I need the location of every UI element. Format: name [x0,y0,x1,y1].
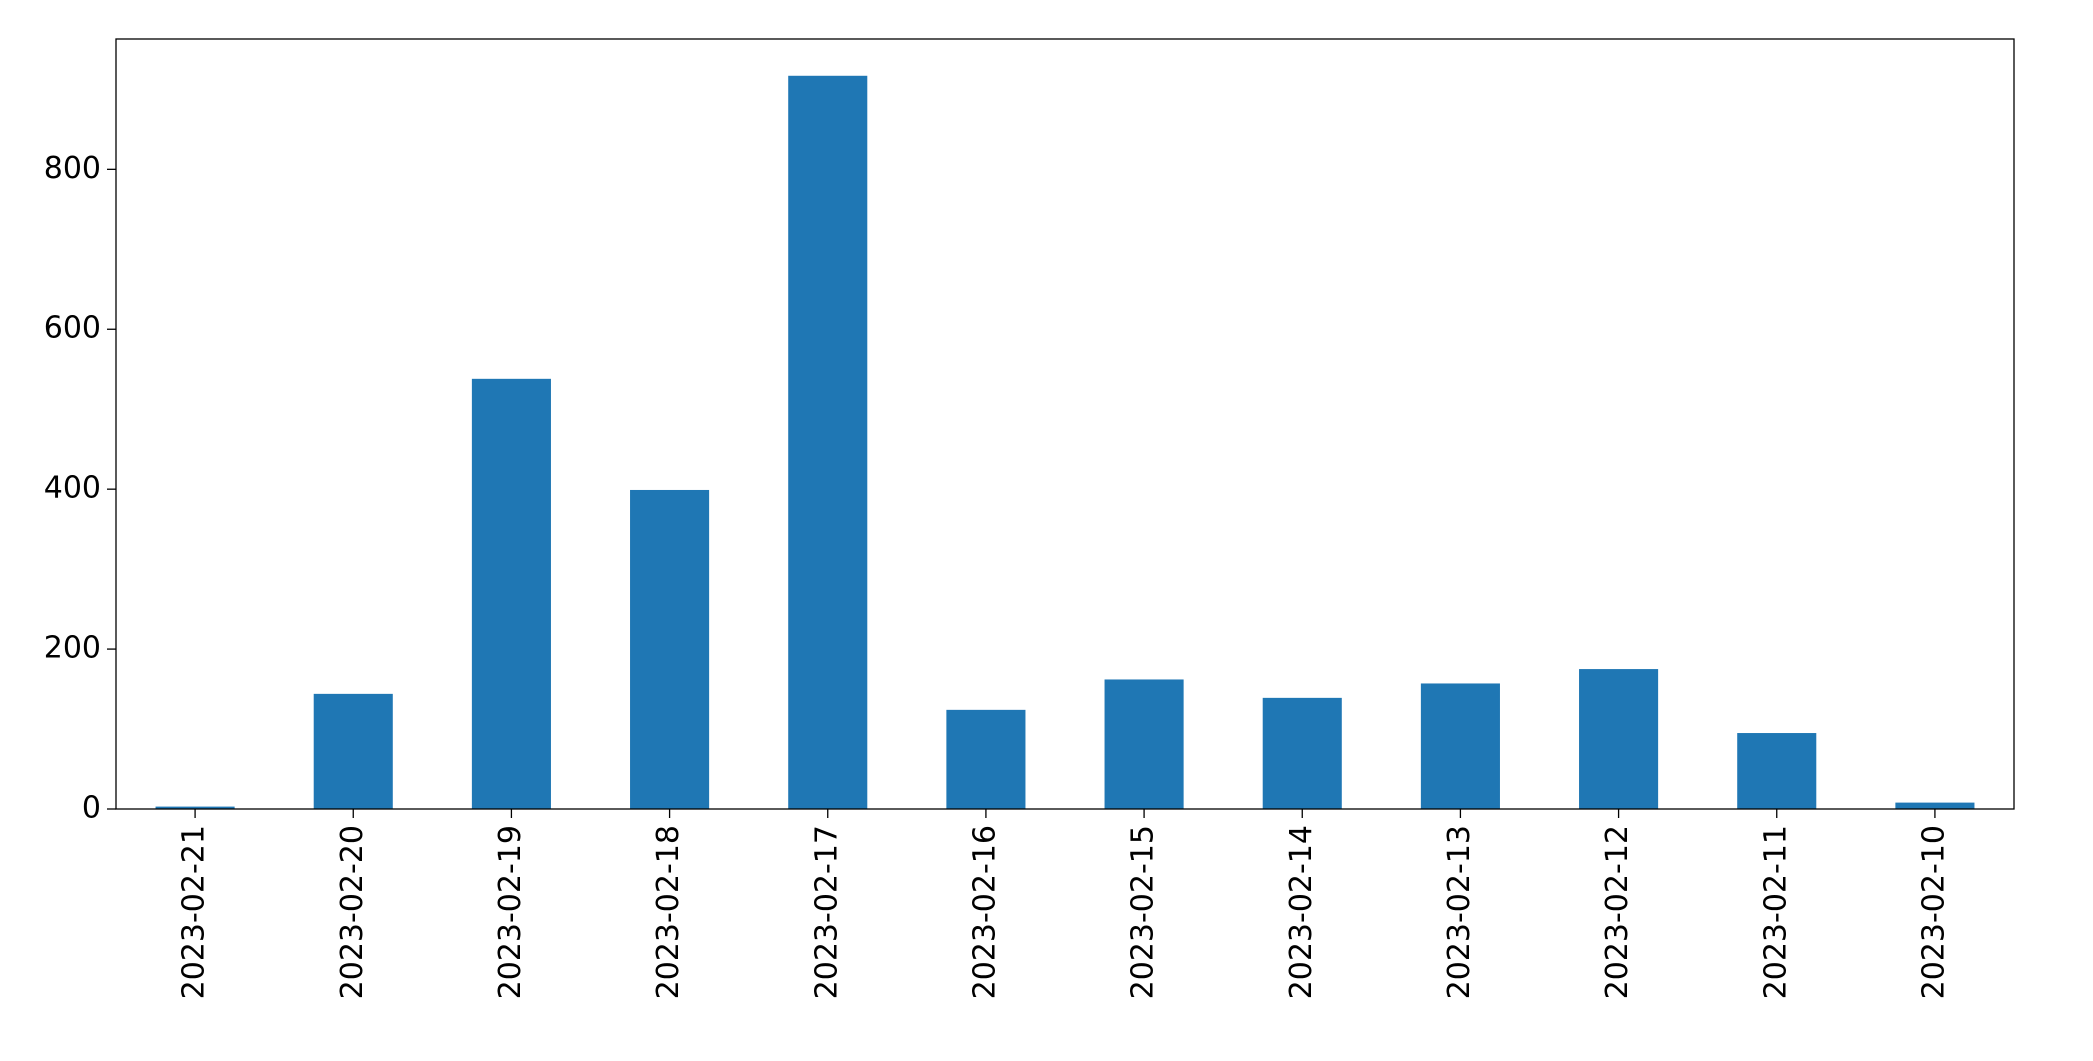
bar [946,709,1026,809]
bar [313,693,393,809]
y-tick-label: 400 [44,471,101,506]
x-tick-label: 2023-02-21 [177,825,212,999]
x-tick-label: 2023-02-11 [1758,825,1793,999]
y-tick-label: 800 [44,151,101,186]
x-tick-label: 2023-02-15 [1126,825,1161,999]
y-tick-label: 0 [82,791,101,826]
y-tick-label: 600 [44,311,101,346]
x-tick-label: 2023-02-20 [335,825,370,999]
x-tick-label: 2023-02-16 [967,825,1002,999]
y-tick-label: 200 [44,631,101,666]
x-tick-label: 2023-02-13 [1442,825,1477,999]
bar [1579,669,1659,809]
x-tick-label: 2023-02-19 [493,825,528,999]
bar [471,378,551,809]
bar [1262,697,1342,809]
bar [1104,679,1184,809]
x-tick-label: 2023-02-14 [1284,825,1319,999]
x-tick-label: 2023-02-10 [1916,825,1951,999]
x-tick-label: 2023-02-12 [1600,825,1635,999]
bar [155,806,235,809]
plot-frame [115,38,2015,810]
bar [630,489,710,809]
bar [1895,802,1975,809]
bar [1737,733,1817,809]
bar [1420,683,1500,809]
bar [788,75,868,810]
x-tick-label: 2023-02-18 [651,825,686,999]
x-tick-label: 2023-02-17 [809,825,844,999]
